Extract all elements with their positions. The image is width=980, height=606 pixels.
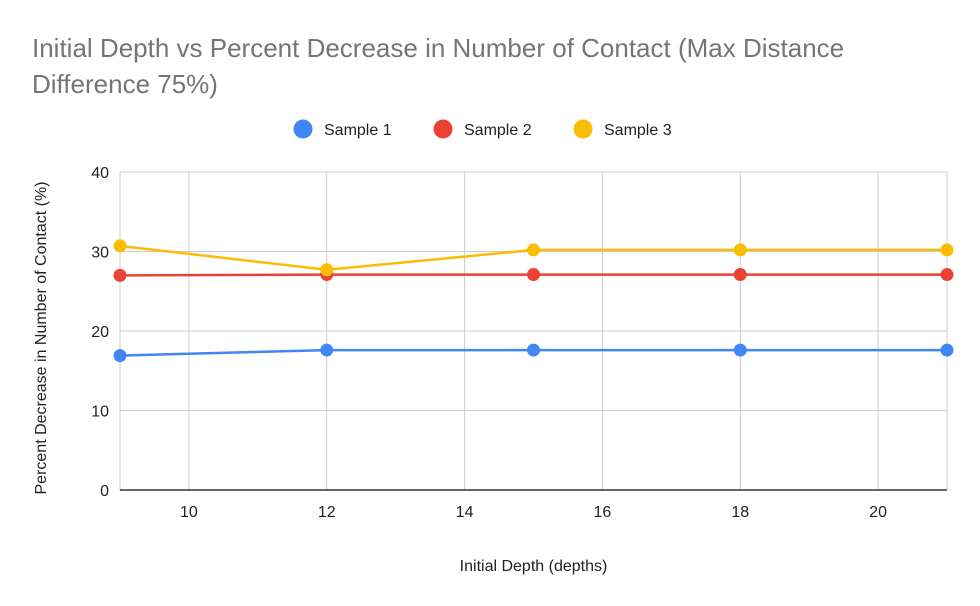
data-point [940,243,954,257]
data-point [113,349,127,363]
x-tick-label: 12 [318,504,336,521]
x-tick-label: 16 [594,504,612,521]
x-tick-label: 18 [731,504,749,521]
legend-label: Sample 2 [464,122,532,139]
data-point [320,263,334,277]
legend-label: Sample 3 [604,122,672,139]
y-axis-label: Percent Decrease in Number of Contact (%… [33,181,50,494]
y-tick-label: 40 [91,165,109,182]
data-point [527,243,540,257]
legend-marker [293,119,313,139]
legend-marker [573,119,593,139]
x-tick-label: 20 [869,504,887,521]
data-point [733,268,747,282]
y-tick-label: 20 [91,324,109,341]
data-point [940,268,954,282]
data-point [940,343,954,357]
y-tick-label: 30 [91,245,109,262]
data-point [113,239,127,253]
legend-marker [433,119,453,139]
y-tick-label: 0 [100,483,109,500]
x-tick-label: 14 [456,504,474,521]
legend-label: Sample 1 [324,122,392,139]
data-point [527,268,540,282]
data-point [320,343,334,357]
data-point [733,243,747,257]
x-axis-label: Initial Depth (depths) [460,558,608,575]
chart-title: Initial Depth vs Percent Decrease in Num… [32,33,845,99]
y-tick-label: 10 [91,404,109,421]
data-point [733,343,747,357]
data-point [113,268,127,282]
x-tick-label: 10 [180,504,198,521]
data-point [527,343,540,357]
